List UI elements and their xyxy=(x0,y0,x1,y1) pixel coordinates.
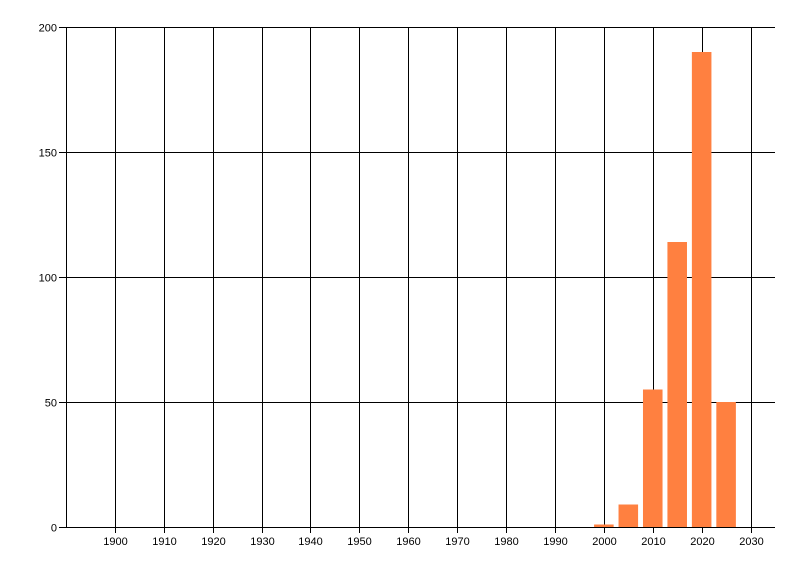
x-tick-label: 1990 xyxy=(543,536,567,548)
y-tick-label: 100 xyxy=(39,273,57,285)
x-tick-label: 1930 xyxy=(250,536,274,548)
bars xyxy=(594,52,736,527)
x-tick-label: 1940 xyxy=(298,536,322,548)
y-tick-label: 50 xyxy=(45,398,57,410)
y-tick-label: 200 xyxy=(39,23,57,35)
bar-2005 xyxy=(618,504,639,527)
x-tick-label: 2000 xyxy=(592,536,616,548)
x-tick-label: 1950 xyxy=(347,536,371,548)
x-tick-label: 1900 xyxy=(103,536,127,548)
x-tick-labels: 1900 1910 1920 1930 1940 1950 1960 1970 1980 1990… xyxy=(103,536,763,548)
x-tick-label: 2020 xyxy=(690,536,714,548)
bar-2015 xyxy=(667,242,687,527)
y-tick-label: 150 xyxy=(39,148,57,160)
bar-2000 xyxy=(594,524,614,527)
bar-2025 xyxy=(716,402,736,527)
y-tick-label: 0 xyxy=(51,523,57,535)
bar-2010 xyxy=(642,389,663,527)
x-tick-label: 1980 xyxy=(494,536,518,548)
y-tick-labels: 0 50 100 150 200 xyxy=(39,23,57,535)
x-tick-label: 1960 xyxy=(396,536,420,548)
bar-2020 xyxy=(691,52,712,527)
x-tick-label: 1970 xyxy=(445,536,469,548)
x-tick-label: 1920 xyxy=(201,536,225,548)
x-tick-label: 1910 xyxy=(152,536,176,548)
axes xyxy=(66,27,775,528)
x-tick-label: 2030 xyxy=(739,536,763,548)
x-tick-label: 2010 xyxy=(641,536,665,548)
